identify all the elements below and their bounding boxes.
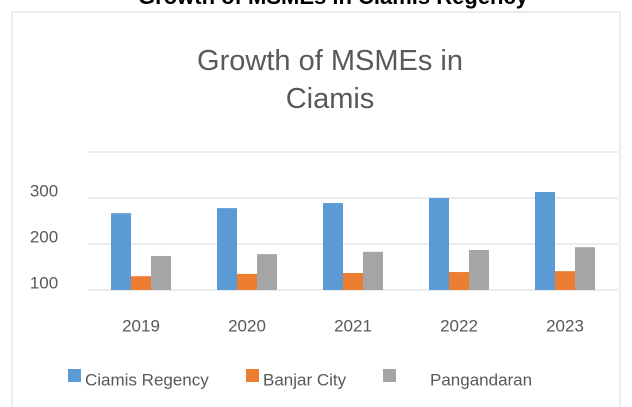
bar	[429, 198, 449, 290]
bar	[257, 254, 277, 290]
bar	[217, 208, 237, 290]
bar	[111, 213, 131, 290]
legend-label: Ciamis Regency	[85, 370, 209, 389]
bar	[535, 192, 555, 290]
x-tick-label: 2020	[228, 316, 266, 335]
bar	[555, 271, 575, 290]
legend-label: Banjar City	[263, 370, 347, 389]
bar	[131, 276, 151, 290]
y-tick-label: 100	[30, 273, 58, 292]
legend-label: Pangandaran	[430, 370, 532, 389]
bar	[469, 249, 489, 290]
legend-swatch	[68, 369, 81, 382]
bar	[449, 272, 469, 290]
chart-title: Growth of MSMEs in Ciamis	[197, 45, 463, 115]
bar	[363, 251, 383, 290]
bar	[237, 273, 257, 290]
bar	[343, 272, 363, 290]
legend-swatch	[246, 369, 259, 382]
bar	[575, 247, 595, 290]
y-tick-label: 300	[30, 181, 58, 200]
page-title: Growth of MSMEs in Ciamis Regency	[138, 0, 529, 9]
x-tick-label: 2019	[122, 316, 160, 335]
legend-swatch	[383, 369, 396, 382]
x-tick-label: 2022	[440, 316, 478, 335]
x-tick-label: 2023	[546, 316, 584, 335]
bar	[151, 255, 171, 290]
x-tick-label: 2021	[334, 316, 372, 335]
y-tick-label: 200	[30, 227, 58, 246]
bar	[323, 203, 343, 290]
chart-frame	[11, 11, 621, 407]
